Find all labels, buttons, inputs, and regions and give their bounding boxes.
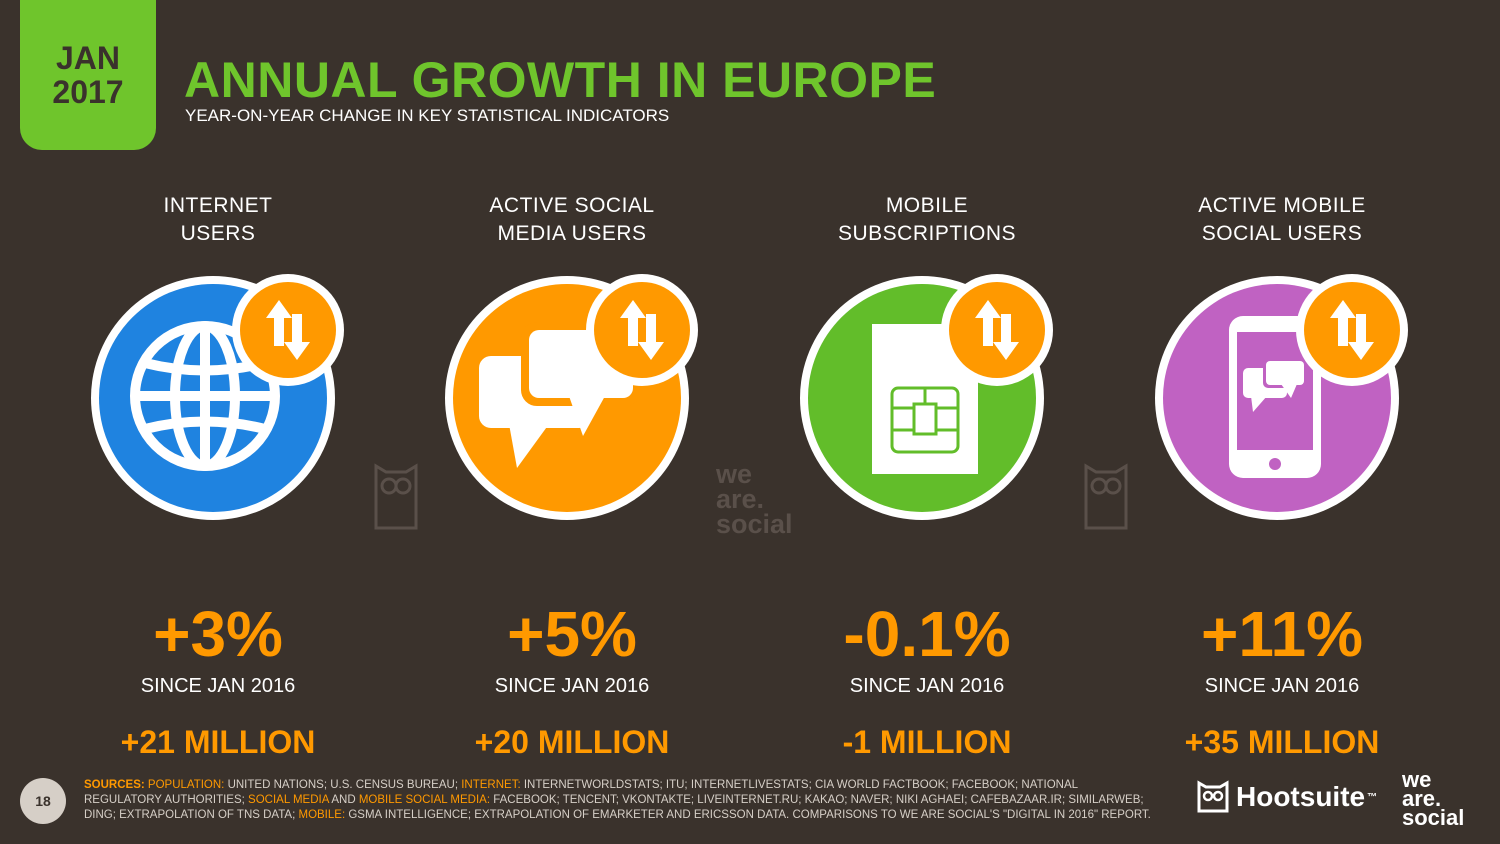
smartphone-chat-icon — [1229, 316, 1321, 478]
indicator-label: ACTIVE MOBILE SOCIAL USERS — [1198, 194, 1366, 245]
internet-circle — [83, 268, 353, 538]
absolute-change: -1 MILLION — [842, 724, 1012, 760]
percent-change: -0.1% — [843, 598, 1011, 670]
indicator-internet-users: INTERNET USERS +3% SINCE JAN 2016 +21 M — [58, 192, 378, 760]
mobile-subscriptions-circle — [792, 268, 1062, 538]
badge-year: 2017 — [52, 74, 124, 110]
indicator-active-mobile-social: ACTIVE MOBILE SOCIAL USERS — [1122, 192, 1442, 760]
hootsuite-logo: Hootsuite ™ — [1196, 780, 1377, 814]
indicator-label: INTERNET USERS — [163, 194, 273, 245]
percent-change: +11% — [1201, 598, 1363, 670]
sources-text: SOURCES: POPULATION: UNITED NATIONS; U.S… — [84, 779, 1151, 821]
badge-month: JAN — [55, 40, 120, 76]
indicator-label: ACTIVE SOCIAL MEDIA USERS — [489, 194, 655, 245]
we-are-social-watermark: we are. social — [716, 459, 793, 539]
absolute-change: +21 MILLION — [120, 724, 316, 760]
absolute-change: +20 MILLION — [474, 724, 670, 760]
since-label: SINCE JAN 2016 — [1204, 675, 1360, 697]
page-subtitle: YEAR-ON-YEAR CHANGE IN KEY STATISTICAL I… — [185, 106, 670, 125]
since-label: SINCE JAN 2016 — [494, 675, 650, 697]
page-number: 18 — [20, 778, 66, 824]
date-badge: JAN 2017 — [20, 0, 156, 150]
page-title: ANNUAL GROWTH IN EUROPE — [184, 52, 937, 108]
absolute-change: +35 MILLION — [1184, 724, 1380, 760]
up-down-arrows-icon — [586, 274, 698, 386]
since-label: SINCE JAN 2016 — [849, 675, 1005, 697]
up-down-arrows-icon — [941, 274, 1053, 386]
percent-change: +5% — [507, 598, 637, 670]
indicator-label: MOBILE SUBSCRIPTIONS — [837, 194, 1017, 245]
up-down-arrows-icon — [232, 274, 344, 386]
indicator-active-social-media: ACTIVE SOCIAL MEDIA USERS +5% SINCE JAN … — [412, 192, 732, 760]
owl-watermark-icon — [374, 463, 418, 530]
we-are-social-logo: we are. social — [1402, 767, 1465, 830]
up-down-arrows-icon — [1296, 274, 1408, 386]
since-label: SINCE JAN 2016 — [140, 675, 296, 697]
hootsuite-owl-icon — [1197, 780, 1229, 813]
mobile-social-circle — [1147, 268, 1417, 538]
social-media-circle — [437, 268, 707, 538]
owl-watermark-icon — [1084, 463, 1128, 530]
percent-change: +3% — [153, 598, 283, 670]
indicator-mobile-subscriptions: MOBILE SUBSCRIPTIONS -0.1 — [767, 192, 1087, 760]
